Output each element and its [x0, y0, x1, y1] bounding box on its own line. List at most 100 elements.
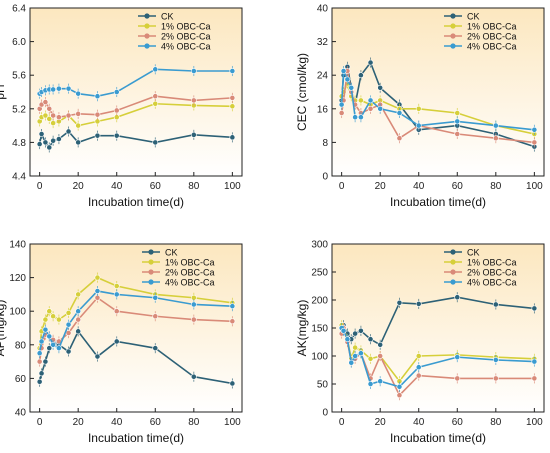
data-point — [113, 89, 120, 95]
legend-label: 1% OBC-Ca — [161, 21, 211, 31]
legend-swatch-marker — [148, 279, 154, 285]
legend-swatch-marker — [450, 259, 456, 265]
data-point — [338, 110, 345, 116]
series-3 — [36, 286, 236, 359]
data-point — [396, 110, 403, 116]
data-point — [75, 139, 82, 146]
x-tick-label: 20 — [73, 417, 85, 428]
data-point — [338, 101, 345, 108]
data-point — [36, 350, 43, 357]
x-tick-label: 0 — [37, 417, 43, 428]
data-point — [75, 90, 82, 97]
data-point — [94, 93, 101, 100]
data-point — [75, 291, 82, 298]
chart-panel-0: 4.4 4.8 5.2 5.6 6.0 6.4 0 20 40 60 80 100 Incubation… — [0, 4, 243, 209]
data-point — [190, 68, 197, 74]
legend-label: 4% OBC-Ca — [165, 277, 215, 287]
data-point — [75, 316, 82, 323]
data-point — [46, 308, 53, 315]
data-point — [56, 345, 62, 352]
y-axis-label: AK(mg/kg) — [295, 300, 309, 357]
data-point — [492, 357, 499, 363]
x-tick-label: 100 — [526, 181, 543, 192]
data-point — [358, 97, 364, 104]
y-tick-label: 4.8 — [12, 138, 26, 149]
data-point — [344, 336, 351, 343]
y-tick-label: 120 — [9, 273, 26, 284]
data-point — [454, 294, 461, 301]
data-point — [454, 354, 461, 361]
data-point — [367, 381, 374, 387]
data-point — [531, 139, 538, 146]
series-3 — [36, 64, 236, 102]
legend: CK1% OBC-Ca2% OBC-Ca4% OBC-Ca — [444, 247, 517, 287]
data-point — [492, 122, 499, 129]
x-tick-label: 20 — [73, 181, 85, 192]
data-point — [65, 330, 72, 336]
legend-label: 2% OBC-Ca — [467, 31, 517, 41]
data-point — [75, 308, 82, 315]
data-point — [113, 132, 120, 139]
legend-swatch-marker — [450, 33, 456, 39]
data-point — [352, 344, 359, 351]
series-3 — [338, 322, 538, 392]
data-point — [50, 86, 57, 93]
data-point — [340, 68, 347, 74]
data-point — [113, 338, 120, 345]
series-3 — [338, 65, 538, 135]
legend-label: 2% OBC-Ca — [161, 31, 211, 41]
data-point — [415, 122, 422, 129]
data-point — [377, 105, 384, 112]
legend-swatch-marker — [148, 269, 154, 275]
legend-swatch-marker — [144, 33, 150, 39]
y-tick-label: 8 — [322, 138, 328, 149]
y-tick-label: 0 — [322, 408, 328, 419]
data-point — [358, 350, 364, 357]
legend-label: 4% OBC-Ca — [161, 41, 211, 51]
data-point — [152, 100, 159, 107]
data-point — [396, 299, 403, 306]
data-point — [56, 136, 62, 142]
data-point — [56, 316, 62, 323]
data-point — [113, 107, 120, 114]
data-point — [344, 76, 351, 83]
data-point — [94, 274, 101, 281]
x-tick-label: 40 — [111, 417, 123, 428]
data-point — [42, 316, 49, 323]
data-point — [367, 355, 374, 362]
legend-swatch-marker — [148, 259, 154, 265]
y-tick-label: 80 — [15, 340, 27, 351]
x-tick-label: 60 — [150, 417, 162, 428]
data-point — [229, 68, 236, 74]
y-tick-label: 32 — [317, 37, 329, 48]
y-axis-label: AP(mg/kg) — [0, 300, 7, 357]
chart-panel-2: 40 60 80 100 120 140 0 20 40 60 80 100 Incubation ti… — [0, 240, 243, 445]
data-point — [36, 378, 43, 385]
data-point — [358, 114, 364, 121]
data-point — [46, 345, 53, 352]
data-point — [42, 139, 49, 146]
data-point — [152, 139, 159, 146]
data-point — [377, 341, 384, 348]
legend-swatch-marker — [450, 13, 456, 19]
data-point — [229, 303, 236, 310]
data-point — [190, 131, 197, 138]
data-point — [348, 84, 355, 91]
y-tick-label: 40 — [317, 4, 329, 15]
data-point — [190, 301, 197, 308]
y-tick-label: 24 — [317, 71, 329, 82]
y-tick-label: 300 — [311, 240, 328, 251]
data-point — [367, 59, 374, 66]
legend-label: 4% OBC-Ca — [467, 41, 517, 51]
legend-swatch-marker — [144, 13, 150, 19]
data-point — [65, 309, 72, 316]
x-tick-label: 0 — [37, 181, 43, 192]
y-tick-label: 150 — [311, 324, 328, 335]
x-tick-label: 40 — [111, 181, 123, 192]
plot-area — [29, 7, 243, 177]
data-point — [531, 375, 538, 382]
data-point — [358, 72, 364, 79]
data-point — [46, 333, 53, 340]
data-point — [190, 316, 197, 323]
